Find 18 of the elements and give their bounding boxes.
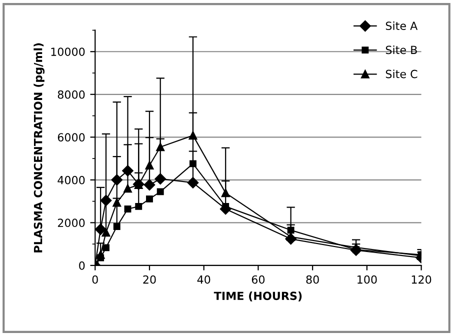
legend-label: Site B	[386, 46, 417, 54]
x-tick-label: 80	[306, 275, 319, 284]
x-tick-label: 100	[358, 275, 377, 284]
y-tick-label: 8000	[58, 90, 85, 99]
y-tick-label: 10000	[51, 48, 85, 56]
x-tick-label: 120	[412, 275, 432, 284]
legend-label: Site A	[386, 21, 418, 30]
x-tick-label: 20	[143, 275, 156, 284]
y-tick-label: 4000	[58, 176, 85, 184]
x-tick-label: 60	[252, 275, 265, 284]
y-tick-label: 0	[79, 261, 85, 270]
y-tick-label: 2000	[58, 218, 85, 228]
legend-label: Site C	[386, 70, 418, 78]
x-tick-label: 40	[197, 275, 210, 284]
y-axis-title: PLASMA CONCENTRATION (pg/ml)	[34, 43, 45, 252]
x-tick-label: 0	[92, 275, 98, 284]
y-tick-label: 6000	[58, 133, 85, 142]
x-axis-title: TIME (HOURS)	[214, 291, 302, 302]
